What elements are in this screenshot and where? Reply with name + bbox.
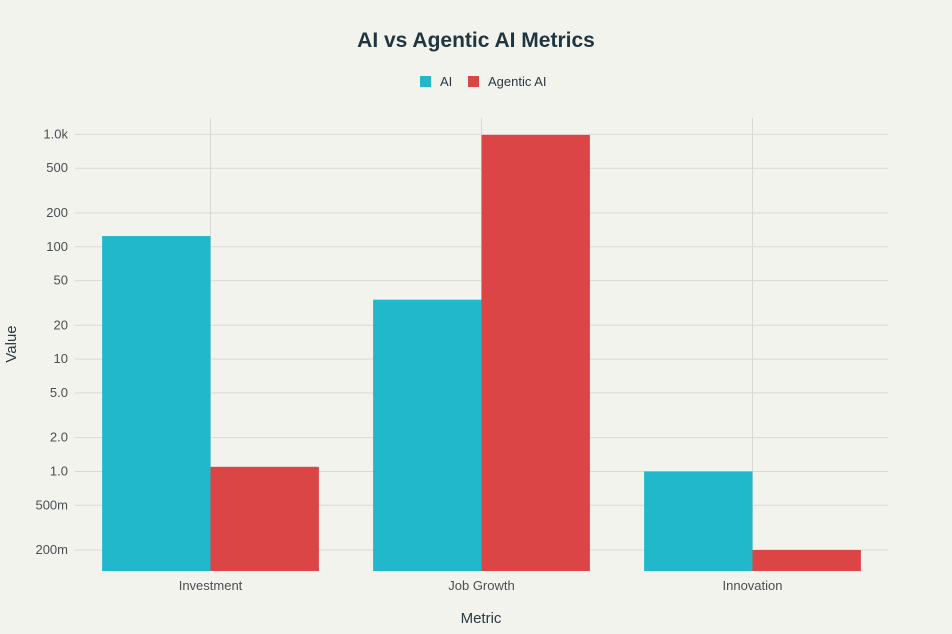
y-tick-label: 10 (54, 351, 68, 366)
bars-layer (102, 134, 861, 571)
y-tick-label: 200 (46, 205, 68, 220)
x-tick-label: Investment (179, 578, 243, 593)
y-tick-label: 1.0 (50, 463, 68, 478)
y-tick-label: 500m (35, 497, 68, 512)
legend-swatch-agentic-ai (468, 76, 479, 87)
y-tick-label: 1.0k (43, 126, 68, 141)
legend: AI Agentic AI (420, 74, 547, 89)
x-tick-label: Innovation (723, 578, 783, 593)
y-tick-label: 2.0 (50, 430, 68, 445)
legend-label-agentic-ai: Agentic AI (488, 74, 547, 89)
y-tick-label: 100 (46, 239, 68, 254)
y-tick-label: 20 (54, 317, 68, 332)
legend-label-ai: AI (440, 74, 452, 89)
y-axis-ticks: 1.0k 500 200 100 50 20 10 5.0 2.0 1.0 500m 200m (35, 126, 68, 557)
legend-swatch-ai (420, 76, 431, 87)
x-axis-ticks: Investment Job Growth Innovation (179, 578, 783, 593)
bar-agentic-ai-innovation (752, 549, 861, 571)
y-axis-label: Value (3, 325, 20, 362)
y-tick-label: 5.0 (50, 385, 68, 400)
x-axis-label: Metric (461, 610, 502, 627)
bar-ai-innovation (644, 471, 753, 571)
chart-title: AI vs Agentic AI Metrics (357, 29, 595, 52)
bar-ai-investment (102, 236, 211, 571)
bar-agentic-ai-investment (210, 466, 319, 571)
bar-ai-job-growth (373, 299, 482, 571)
bar-agentic-ai-job-growth (481, 134, 590, 571)
y-tick-label: 50 (54, 273, 68, 288)
x-tick-label: Job Growth (448, 578, 514, 593)
y-tick-label: 200m (35, 542, 68, 557)
y-tick-label: 500 (46, 160, 68, 175)
